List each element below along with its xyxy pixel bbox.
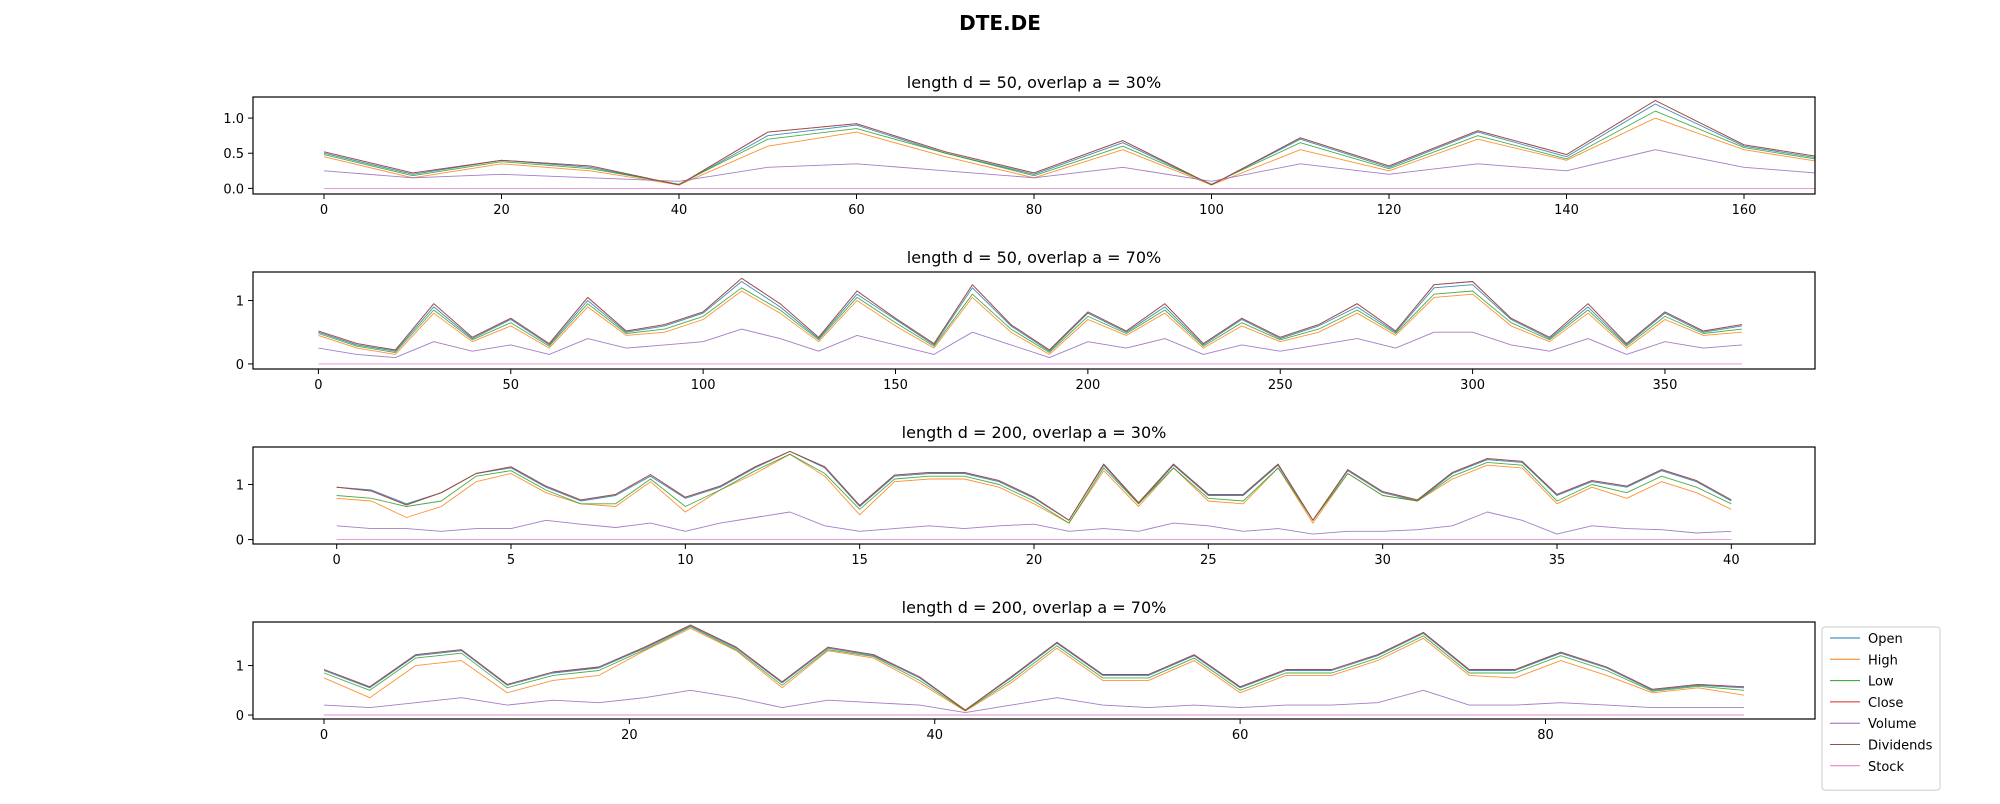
- x-tick-label: 60: [848, 203, 865, 218]
- series-line-close: [318, 277, 1742, 351]
- series-lines: [323, 624, 1745, 716]
- x-tick-label: 20: [1026, 553, 1043, 568]
- series-line-dividends: [323, 100, 1815, 186]
- series-line-low: [336, 453, 1732, 524]
- x-tick-label: 0: [320, 728, 328, 743]
- series-line-volume: [318, 328, 1742, 359]
- x-tick-label: 300: [1460, 378, 1485, 393]
- subplot-title: length d = 50, overlap a = 70%: [907, 248, 1161, 267]
- subplot-1: length d = 50, overlap a = 30% 0 20 40 60 80 1…: [223, 73, 1816, 218]
- y-tick-label: 1: [236, 295, 244, 310]
- x-tick-label: 60: [1232, 728, 1249, 743]
- y-tick-label: 1.0: [223, 112, 244, 127]
- subplot-title: length d = 200, overlap a = 30%: [902, 423, 1167, 442]
- figure-title: DTE.DE: [959, 11, 1041, 35]
- legend-label-high: High: [1868, 653, 1898, 668]
- x-tick-label: 200: [1075, 378, 1100, 393]
- y-tick-label: 1: [236, 660, 244, 675]
- series-line-dividends: [323, 624, 1745, 711]
- series-lines: [318, 277, 1742, 365]
- x-tick-label: 100: [1199, 203, 1224, 218]
- subplot-3: length d = 200, overlap a = 30%0 5 10 15 20 2…: [236, 423, 1816, 568]
- legend-box: [1821, 626, 1941, 791]
- x-tick-label: 250: [1268, 378, 1293, 393]
- x-tick-label: 80: [1026, 203, 1043, 218]
- x-tick-label: 10: [677, 553, 694, 568]
- series-line-close: [323, 624, 1745, 711]
- legend: Open High Low Close Volume Dividends Stock: [1821, 626, 1941, 791]
- subplot-4: length d = 200, overlap a = 70% 0 20 40 60 80…: [236, 598, 1816, 743]
- x-tick-label: 15: [851, 553, 868, 568]
- y-tick-label: 0: [236, 534, 244, 549]
- x-tick-label: 40: [671, 203, 688, 218]
- series-line-volume: [323, 149, 1815, 182]
- x-tick-label: 350: [1653, 378, 1678, 393]
- x-tick-label: 20: [621, 728, 638, 743]
- series-line-dividends: [336, 450, 1732, 521]
- x-tick-label: 5: [507, 553, 515, 568]
- x-tick-label: 160: [1732, 203, 1757, 218]
- series-line-volume: [336, 511, 1732, 535]
- series-line-open: [323, 103, 1815, 186]
- subplot-2: length d = 50, overlap a = 70% 0 50 100 150 2…: [236, 248, 1816, 393]
- x-tick-label: 35: [1549, 553, 1566, 568]
- subplot-title: length d = 200, overlap a = 70%: [902, 598, 1167, 617]
- series-line-high: [323, 117, 1815, 186]
- x-tick-label: 80: [1537, 728, 1554, 743]
- y-tick-label: 0: [236, 358, 244, 373]
- axes-frame: [252, 446, 1816, 545]
- x-tick-label: 120: [1377, 203, 1402, 218]
- x-tick-label: 0: [320, 203, 328, 218]
- y-tick-label: 0.5: [223, 147, 244, 162]
- x-tick-label: 150: [883, 378, 908, 393]
- x-tick-label: 140: [1554, 203, 1579, 218]
- series-line-high: [323, 627, 1745, 712]
- y-tick-label: 0: [236, 709, 244, 724]
- x-tick-label: 30: [1374, 553, 1391, 568]
- series-line-low: [323, 110, 1815, 185]
- series-line-low: [323, 626, 1745, 712]
- series-line-volume: [323, 689, 1744, 714]
- series-line-low: [318, 287, 1742, 353]
- subplot-title: length d = 50, overlap a = 30%: [907, 73, 1161, 92]
- y-tick-label: 1: [236, 478, 244, 493]
- axes-frame: [252, 271, 1816, 370]
- x-tick-label: 0: [333, 553, 341, 568]
- series-lines: [323, 100, 1815, 189]
- legend-label-volume: Volume: [1868, 717, 1916, 732]
- series-line-dividends: [318, 277, 1742, 351]
- series-line-high: [318, 290, 1742, 355]
- y-tick-label: 0.0: [223, 182, 244, 197]
- series-line-high: [336, 453, 1732, 524]
- legend-label-close: Close: [1868, 696, 1903, 711]
- x-tick-label: 0: [314, 378, 322, 393]
- x-tick-label: 25: [1200, 553, 1217, 568]
- series-line-close: [323, 100, 1815, 186]
- series-line-open: [318, 281, 1742, 352]
- series-lines: [336, 450, 1732, 541]
- x-tick-label: 40: [1723, 553, 1740, 568]
- legend-label-low: Low: [1868, 675, 1894, 690]
- x-tick-label: 50: [502, 378, 519, 393]
- legend-label-open: Open: [1868, 632, 1903, 647]
- series-line-open: [336, 450, 1732, 521]
- series-line-open: [323, 625, 1745, 711]
- x-tick-label: 40: [926, 728, 943, 743]
- x-tick-label: 100: [691, 378, 716, 393]
- legend-label-stock: Stock: [1868, 760, 1904, 775]
- axes-frame: [252, 621, 1816, 720]
- legend-label-dividends: Dividends: [1868, 739, 1933, 754]
- x-tick-label: 20: [493, 203, 510, 218]
